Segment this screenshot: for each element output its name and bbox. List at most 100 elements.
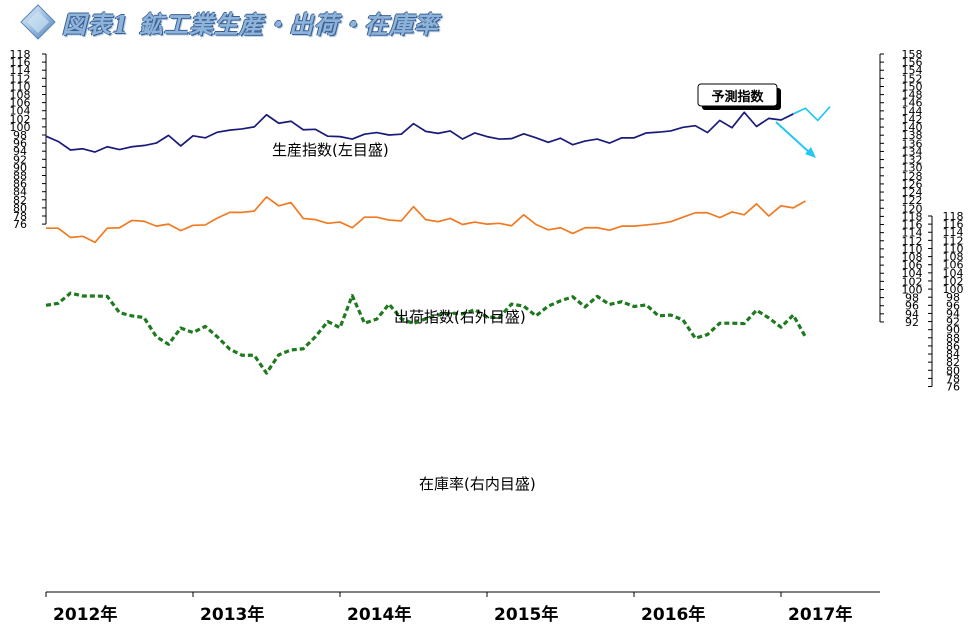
- right-outer-axis-tick-label: 92: [905, 316, 919, 329]
- left-axis-tick-label: 108: [10, 89, 31, 102]
- right-inner-axis-tick-label: 88: [946, 332, 960, 345]
- right-outer-axis-tick-label: 138: [902, 129, 923, 142]
- series-label: 出荷指数(右外目盛): [394, 308, 526, 326]
- right-outer-axis-tick-label: 140: [902, 121, 923, 134]
- left-axis-tick-label: 100: [10, 121, 31, 134]
- right-outer-axis-tick-label: 104: [902, 267, 923, 280]
- left-axis-tick-label: 92: [13, 153, 27, 166]
- right-inner-axis-tick-label: 82: [946, 356, 960, 369]
- left-axis-tick-label: 116: [10, 56, 31, 69]
- right-inner-axis-tick-label: 84: [946, 348, 960, 361]
- right-outer-axis-tick-label: 96: [905, 300, 919, 313]
- right-inner-axis-tick-label: 106: [943, 259, 964, 272]
- right-inner-axis-tick-label: 114: [943, 226, 964, 239]
- left-axis-tick-label: 104: [10, 105, 31, 118]
- right-outer-axis-tick-label: 148: [902, 89, 923, 102]
- right-outer-axis-tick-label: 154: [902, 64, 923, 77]
- x-axis-tick-label: 2012年: [53, 604, 117, 625]
- right-outer-axis-tick-label: 118: [902, 210, 923, 223]
- right-outer-axis-tick-label: 132: [902, 154, 923, 167]
- prediction-label: 予測指数: [711, 89, 764, 105]
- x-axis-tick-label: 2015年: [494, 604, 558, 625]
- series-line: [46, 196, 806, 244]
- right-outer-axis-tick-label: 158: [902, 48, 923, 61]
- right-inner-axis-tick-label: 100: [943, 283, 964, 296]
- right-outer-axis-tick-label: 124: [902, 186, 923, 199]
- right-inner-axis-tick-label: 76: [946, 381, 960, 394]
- left-axis-tick-label: 86: [13, 178, 27, 191]
- right-outer-axis-tick-label: 146: [902, 97, 923, 110]
- series-line: [792, 106, 831, 122]
- left-axis-tick-label: 88: [13, 170, 27, 183]
- right-outer-axis-tick-label: 108: [902, 251, 923, 264]
- left-axis-tick-label: 114: [10, 64, 31, 77]
- right-outer-axis-tick-label: 150: [902, 80, 923, 93]
- right-inner-axis-tick-label: 116: [943, 218, 964, 231]
- left-axis-tick-label: 96: [13, 137, 27, 150]
- right-outer-axis-tick-label: 142: [902, 113, 923, 126]
- left-axis-tick-label: 94: [13, 145, 27, 158]
- left-axis-tick-label: 102: [10, 113, 31, 126]
- right-inner-axis-tick-label: 92: [946, 316, 960, 329]
- left-axis-tick-label: 84: [13, 186, 27, 199]
- x-axis-tick-label: 2016年: [641, 604, 705, 625]
- right-inner-axis-tick-label: 80: [946, 364, 960, 377]
- diamond-icon: [20, 4, 56, 40]
- right-inner-axis-tick-label: 104: [943, 267, 964, 280]
- right-outer-axis-tick-label: 98: [905, 292, 919, 305]
- right-outer-axis-tick-label: 144: [902, 105, 923, 118]
- x-axis-tick-label: 2017年: [788, 604, 852, 625]
- series-label: 生産指数(左目盛): [272, 141, 389, 159]
- right-inner-axis-tick-label: 86: [946, 340, 960, 353]
- right-outer-axis-tick-label: 94: [905, 308, 919, 321]
- arrow-head-icon: [805, 147, 816, 158]
- left-axis-tick-label: 98: [13, 129, 27, 142]
- left-axis-tick-label: 118: [10, 48, 31, 61]
- right-outer-axis-tick-label: 100: [902, 283, 923, 296]
- arrow-line: [775, 121, 811, 154]
- series-line: [45, 111, 794, 153]
- left-axis-tick-label: 78: [13, 210, 27, 223]
- left-axis-tick-label: 106: [10, 97, 31, 110]
- right-inner-axis-tick-label: 112: [943, 234, 964, 247]
- left-axis-tick-label: 110: [10, 80, 31, 93]
- left-axis-tick-label: 112: [10, 72, 31, 85]
- left-axis-tick-label: 80: [13, 202, 27, 215]
- right-inner-axis-tick-label: 110: [943, 242, 964, 255]
- axes-layer: 1181161141121101081061041021009896949290…: [10, 48, 964, 625]
- right-inner-axis-tick-label: 108: [943, 251, 964, 264]
- right-inner-axis-tick-label: 118: [943, 210, 964, 223]
- annotation-layer: 生産指数(左目盛) 出荷指数(右外目盛) 在庫率(右内目盛) 予測指数: [272, 83, 816, 493]
- chart-title: 図表1 鉱工業生産・出荷・在庫率: [62, 9, 440, 39]
- right-inner-axis-tick-label: 78: [946, 372, 960, 385]
- series-label: 在庫率(右内目盛): [419, 475, 536, 493]
- right-inner-axis-tick-label: 102: [943, 275, 964, 288]
- prediction-label-box: [697, 83, 778, 107]
- right-inner-axis-tick-label: 90: [946, 324, 960, 337]
- right-outer-axis-tick-label: 120: [902, 202, 923, 215]
- right-outer-axis-tick-label: 134: [902, 145, 923, 158]
- right-outer-axis-tick-label: 116: [902, 219, 923, 232]
- right-outer-axis-tick-label: 130: [902, 162, 923, 175]
- right-outer-axis-tick-label: 112: [902, 235, 923, 248]
- right-inner-axis-tick-label: 94: [946, 307, 960, 320]
- chart-title-block: 図表1 鉱工業生産・出荷・在庫率: [18, 2, 439, 42]
- left-axis-tick-label: 82: [13, 194, 27, 207]
- right-outer-axis-tick-label: 114: [902, 227, 923, 240]
- right-outer-axis-tick-label: 122: [902, 194, 923, 207]
- right-outer-axis-tick-label: 152: [902, 72, 923, 85]
- right-outer-axis-tick-label: 156: [902, 56, 923, 69]
- series-line: [45, 291, 807, 375]
- right-outer-axis-tick-label: 128: [902, 170, 923, 183]
- x-axis-tick-label: 2014年: [347, 604, 411, 625]
- left-axis-tick-label: 90: [13, 161, 27, 174]
- right-outer-axis-tick-label: 102: [902, 275, 923, 288]
- right-outer-axis-tick-label: 126: [902, 178, 923, 191]
- right-inner-axis-tick-label: 98: [946, 291, 960, 304]
- left-axis-tick-label: 76: [13, 218, 27, 231]
- series-layer: [45, 106, 831, 375]
- x-axis-tick-label: 2013年: [200, 604, 264, 625]
- right-outer-axis-tick-label: 136: [902, 137, 923, 150]
- right-outer-axis-tick-label: 106: [902, 259, 923, 272]
